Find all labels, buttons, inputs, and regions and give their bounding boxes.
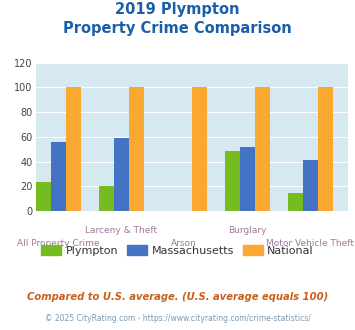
Bar	[66, 87, 81, 211]
Bar	[99, 186, 114, 211]
Bar	[225, 150, 240, 211]
Text: © 2025 CityRating.com - https://www.cityrating.com/crime-statistics/: © 2025 CityRating.com - https://www.city…	[45, 314, 310, 323]
Text: Arson: Arson	[171, 239, 197, 248]
Bar	[318, 87, 333, 211]
Bar	[255, 87, 270, 211]
Text: All Property Crime: All Property Crime	[17, 239, 99, 248]
Bar	[240, 147, 255, 211]
Bar	[303, 160, 318, 211]
Bar	[36, 182, 50, 211]
Bar	[114, 138, 129, 211]
Legend: Plympton, Massachusetts, National: Plympton, Massachusetts, National	[37, 241, 318, 260]
Text: Property Crime Comparison: Property Crime Comparison	[63, 21, 292, 36]
Bar	[50, 142, 66, 211]
Bar	[192, 87, 207, 211]
Text: 2019 Plympton: 2019 Plympton	[115, 2, 240, 16]
Bar	[129, 87, 144, 211]
Text: Compared to U.S. average. (U.S. average equals 100): Compared to U.S. average. (U.S. average …	[27, 292, 328, 302]
Text: Motor Vehicle Theft: Motor Vehicle Theft	[266, 239, 354, 248]
Text: Larceny & Theft: Larceny & Theft	[85, 226, 157, 235]
Bar	[288, 193, 303, 211]
Text: Burglary: Burglary	[228, 226, 267, 235]
